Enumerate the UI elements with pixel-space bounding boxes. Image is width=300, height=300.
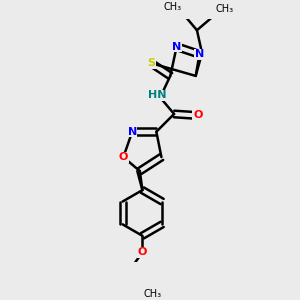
Text: O: O <box>119 152 128 162</box>
Text: CH₃: CH₃ <box>144 289 162 298</box>
Text: S: S <box>147 58 155 68</box>
Text: O: O <box>138 247 147 257</box>
Text: N: N <box>128 127 137 137</box>
Text: HN: HN <box>148 90 167 100</box>
Text: CH₃: CH₃ <box>216 4 234 14</box>
Text: N: N <box>195 49 204 59</box>
Text: N: N <box>172 42 181 52</box>
Text: O: O <box>193 110 202 120</box>
Text: CH₃: CH₃ <box>164 2 182 12</box>
